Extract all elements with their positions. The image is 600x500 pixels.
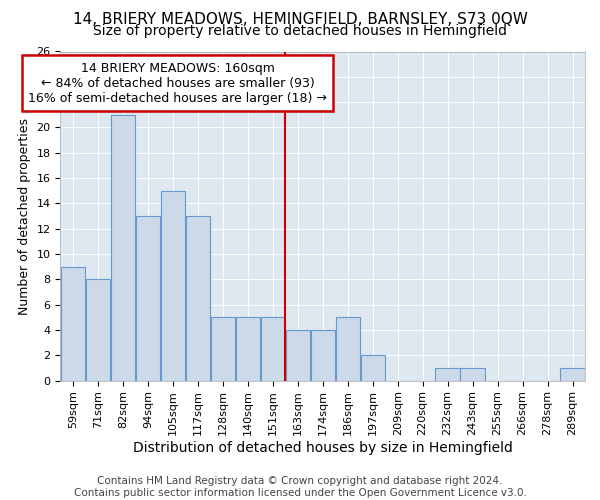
Bar <box>86 280 110 380</box>
Bar <box>286 330 310 380</box>
Text: Size of property relative to detached houses in Hemingfield: Size of property relative to detached ho… <box>93 24 507 38</box>
Bar <box>61 266 85 380</box>
Y-axis label: Number of detached properties: Number of detached properties <box>18 118 31 314</box>
Text: 14, BRIERY MEADOWS, HEMINGFIELD, BARNSLEY, S73 0QW: 14, BRIERY MEADOWS, HEMINGFIELD, BARNSLE… <box>73 12 527 28</box>
Text: Contains HM Land Registry data © Crown copyright and database right 2024.
Contai: Contains HM Land Registry data © Crown c… <box>74 476 526 498</box>
Bar <box>436 368 460 380</box>
Bar <box>111 115 135 380</box>
Bar <box>161 190 185 380</box>
X-axis label: Distribution of detached houses by size in Hemingfield: Distribution of detached houses by size … <box>133 441 512 455</box>
Bar <box>560 368 584 380</box>
Bar <box>236 318 260 380</box>
Bar <box>260 318 285 380</box>
Bar <box>335 318 360 380</box>
Bar <box>361 356 385 380</box>
Bar <box>460 368 485 380</box>
Bar <box>185 216 210 380</box>
Text: 14 BRIERY MEADOWS: 160sqm
← 84% of detached houses are smaller (93)
16% of semi-: 14 BRIERY MEADOWS: 160sqm ← 84% of detac… <box>28 62 327 104</box>
Bar <box>211 318 235 380</box>
Bar <box>311 330 335 380</box>
Bar <box>136 216 160 380</box>
